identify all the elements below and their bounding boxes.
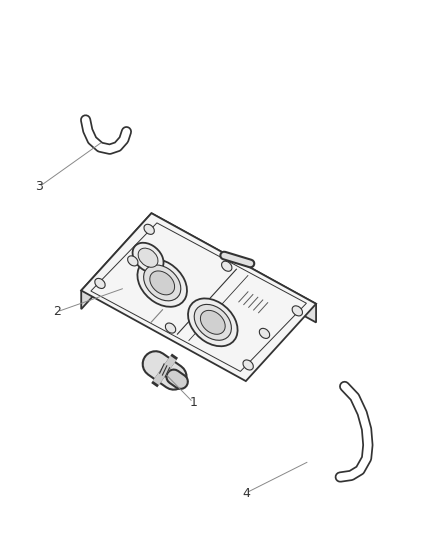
- Ellipse shape: [291, 306, 302, 316]
- Ellipse shape: [137, 259, 187, 307]
- Ellipse shape: [194, 304, 231, 340]
- Text: 3: 3: [35, 180, 43, 193]
- Ellipse shape: [132, 243, 163, 273]
- Text: 4: 4: [241, 487, 249, 499]
- Ellipse shape: [165, 323, 175, 333]
- Ellipse shape: [143, 265, 180, 301]
- Ellipse shape: [259, 328, 269, 338]
- Ellipse shape: [221, 261, 231, 271]
- Text: 1: 1: [189, 396, 197, 409]
- Polygon shape: [81, 213, 151, 309]
- Ellipse shape: [149, 271, 174, 295]
- Ellipse shape: [200, 310, 225, 334]
- Polygon shape: [81, 213, 315, 381]
- Text: 2: 2: [53, 305, 61, 318]
- Ellipse shape: [144, 224, 154, 235]
- Ellipse shape: [127, 256, 138, 266]
- Ellipse shape: [187, 298, 237, 346]
- Ellipse shape: [138, 248, 158, 267]
- Polygon shape: [151, 213, 315, 322]
- Ellipse shape: [242, 360, 253, 370]
- Ellipse shape: [95, 278, 105, 288]
